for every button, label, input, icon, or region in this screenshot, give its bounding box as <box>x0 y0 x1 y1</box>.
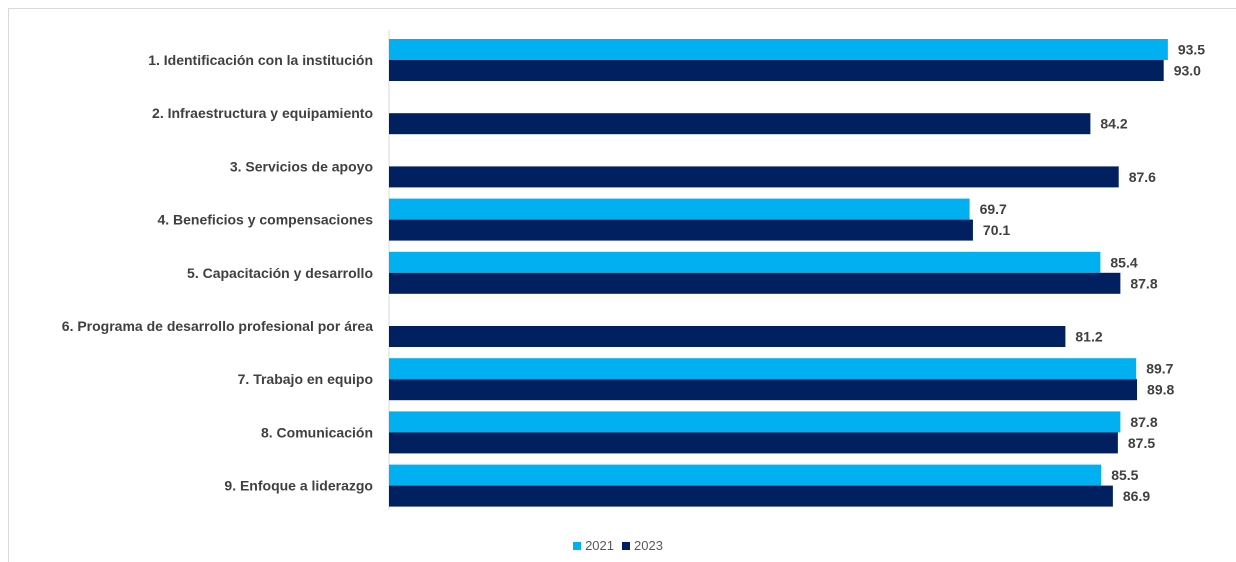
bar-2021 <box>389 464 1102 486</box>
bar-2021 <box>389 39 1168 60</box>
chart-frame <box>8 8 1236 562</box>
bar-2023 <box>389 60 1164 81</box>
legend-label-2021: 2021 <box>585 538 614 553</box>
bar-2023 <box>389 113 1091 135</box>
data-label-2021: 85.4 <box>1110 254 1137 270</box>
data-label-2023: 89.8 <box>1147 382 1174 398</box>
bar-2021 <box>389 358 1137 380</box>
category-label: 4. Beneficios y compensaciones <box>157 212 373 228</box>
bar-2023 <box>389 432 1118 454</box>
data-label-2023: 87.6 <box>1129 169 1156 185</box>
chart-legend: 2021 2023 <box>0 538 1236 553</box>
data-label-2023: 70.1 <box>983 222 1010 238</box>
data-label-2023: 84.2 <box>1100 116 1127 132</box>
legend-swatch-2021 <box>573 541 582 550</box>
bar-2023 <box>389 272 1121 294</box>
category-label: 7. Trabajo en equipo <box>238 371 373 387</box>
data-label-2021: 69.7 <box>980 201 1007 217</box>
data-label-2021: 89.7 <box>1146 361 1173 377</box>
category-label: 2. Infraestructura y equipamiento <box>152 105 373 121</box>
legend-item-2021: 2021 <box>573 538 614 553</box>
legend-swatch-2023 <box>622 541 630 550</box>
bar-2023 <box>389 166 1119 188</box>
bar-2023 <box>389 379 1138 401</box>
bar-2021 <box>389 198 970 220</box>
category-label: 1. Identificación con la institución <box>148 52 373 68</box>
bar-2021 <box>389 411 1121 433</box>
bar-chart: 1. Identificación con la institución 93.5… <box>62 30 1205 510</box>
category-label: 3. Servicios de apoyo <box>230 158 373 174</box>
data-label-2023: 86.9 <box>1123 488 1150 504</box>
category-label: 6. Programa de desarrollo profesional po… <box>62 318 373 334</box>
data-label-2021: 87.8 <box>1130 414 1157 430</box>
data-label-2021: 93.5 <box>1178 42 1205 58</box>
data-label-2023: 93.0 <box>1174 63 1201 79</box>
bar-2023 <box>389 326 1066 347</box>
legend-label-2023: 2023 <box>634 538 663 553</box>
bar-2023 <box>389 219 973 241</box>
data-label-2021: 85.5 <box>1111 467 1138 483</box>
category-label: 5. Capacitación y desarrollo <box>187 265 373 281</box>
category-label: 8. Comunicación <box>261 424 373 440</box>
legend-item-2023: 2023 <box>622 538 663 553</box>
data-label-2023: 81.2 <box>1075 329 1102 345</box>
data-label-2023: 87.5 <box>1128 435 1155 451</box>
data-label-2023: 87.8 <box>1130 275 1157 291</box>
bar-2023 <box>389 485 1113 507</box>
category-label: 9. Enfoque a liderazgo <box>224 478 373 494</box>
bar-2021 <box>389 251 1101 273</box>
